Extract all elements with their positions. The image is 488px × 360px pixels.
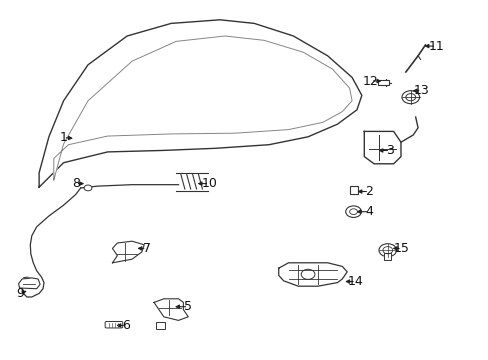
Bar [377, 80, 388, 85]
Text: 14: 14 [347, 275, 363, 288]
Polygon shape [54, 36, 351, 180]
Text: 10: 10 [201, 177, 217, 190]
Text: 4: 4 [365, 205, 372, 218]
Text: 7: 7 [142, 242, 150, 255]
Text: 3: 3 [386, 144, 393, 157]
Text: 15: 15 [393, 242, 409, 255]
Text: 9: 9 [17, 287, 24, 300]
Polygon shape [39, 20, 361, 187]
Polygon shape [19, 278, 40, 289]
Circle shape [401, 91, 419, 104]
Circle shape [378, 244, 396, 257]
Text: 6: 6 [122, 319, 130, 332]
Polygon shape [112, 241, 144, 263]
Polygon shape [278, 263, 346, 286]
Bar [349, 186, 358, 194]
FancyBboxPatch shape [105, 321, 122, 328]
Bar [384, 253, 390, 260]
Text: 1: 1 [60, 131, 67, 144]
Circle shape [84, 185, 92, 191]
Text: 8: 8 [72, 177, 80, 190]
Circle shape [345, 206, 361, 217]
Text: 11: 11 [427, 40, 443, 53]
Text: 2: 2 [365, 185, 372, 198]
Polygon shape [364, 131, 400, 164]
Text: 5: 5 [184, 300, 192, 313]
Text: 12: 12 [362, 75, 378, 87]
Text: 13: 13 [413, 84, 428, 97]
Polygon shape [154, 299, 188, 320]
Bar [156, 322, 165, 329]
